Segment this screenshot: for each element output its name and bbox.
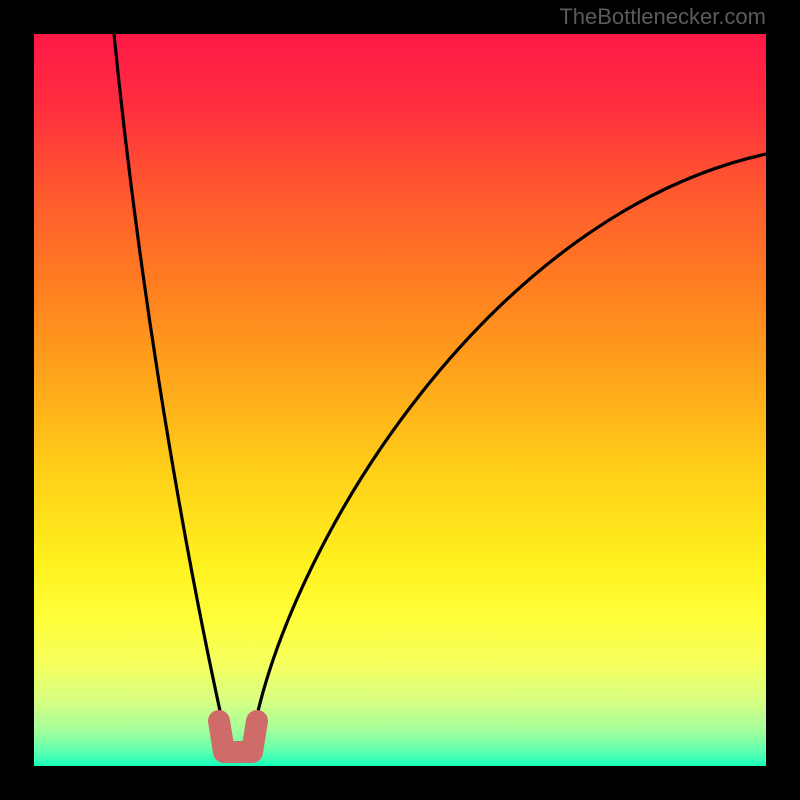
plot-area [34,34,766,766]
right-ascending-curve [254,154,766,729]
left-descending-curve [114,34,224,729]
curves-layer [34,34,766,766]
stage: TheBottlenecker.com [0,0,800,800]
u-marker [219,721,257,752]
watermark-text: TheBottlenecker.com [559,4,766,30]
